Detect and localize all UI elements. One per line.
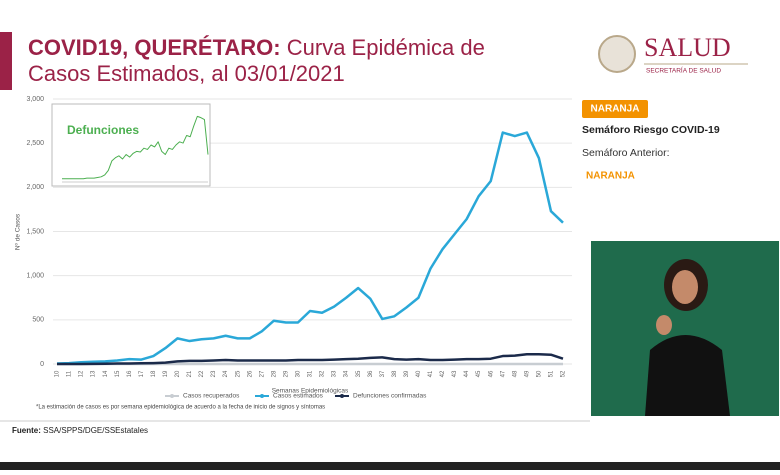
x-tick-label: 22 — [199, 370, 205, 377]
x-tick-label: 15 — [115, 370, 121, 377]
title-rest: Curva Epidémica de — [287, 35, 485, 60]
x-tick-label: 48 — [512, 370, 518, 377]
source: Fuente: SSA/SPPS/DGE/SSEstatales — [12, 426, 148, 435]
x-tick-label: 11 — [67, 370, 73, 377]
x-axis-label: Semanas Epidemiológicas — [272, 388, 349, 395]
title-line-1: COVID19, QUERÉTARO: Curva Epidémica de — [28, 35, 485, 60]
semaforo-label: Semáforo Riesgo COVID-19 — [582, 124, 720, 136]
footnote: *La estimación de casos es por semana ep… — [36, 405, 325, 411]
title-bold: COVID19, QUERÉTARO: — [28, 35, 281, 60]
y-axis-label: Nº de Casos — [15, 213, 22, 250]
inset-title: Defunciones — [67, 123, 139, 137]
x-tick-label: 26 — [247, 370, 253, 377]
x-tick-label: 13 — [91, 370, 97, 377]
source-text: SSA/SPPS/DGE/SSEstatales — [43, 426, 148, 435]
y-tick-label: 2,000 — [26, 184, 44, 191]
x-tick-label: 36 — [368, 370, 374, 377]
x-tick-label: 18 — [151, 370, 157, 377]
x-tick-label: 17 — [139, 370, 145, 377]
x-tick-label: 34 — [344, 370, 350, 377]
x-tick-label: 21 — [187, 370, 193, 377]
x-tick-label: 52 — [561, 370, 567, 377]
semaforo-previous-label: Semáforo Anterior: — [582, 147, 670, 159]
y-tick-label: 500 — [32, 317, 44, 324]
logo-subtext: SECRETARÍA DE SALUD — [646, 66, 721, 75]
source-label: Fuente: — [12, 426, 41, 435]
x-tick-label: 32 — [320, 370, 326, 377]
logo-text: SALUD — [644, 33, 731, 62]
legend-label: Casos recuperados — [183, 393, 240, 400]
video-face — [672, 270, 698, 304]
series-line — [56, 131, 564, 365]
y-tick-label: 2,500 — [26, 140, 44, 147]
x-tick-label: 45 — [476, 370, 482, 377]
x-tick-label: 33 — [332, 370, 338, 377]
y-tick-label: 1,500 — [26, 228, 44, 235]
legend-label: Casos estimados — [273, 393, 324, 400]
title-line-2: Casos Estimados, al 03/01/2021 — [28, 61, 345, 86]
x-tick-label: 44 — [464, 370, 470, 377]
x-tick-label: 23 — [211, 370, 217, 377]
inset-frame — [51, 103, 211, 187]
x-tick-label: 46 — [488, 370, 494, 377]
x-tick-label: 14 — [103, 370, 109, 377]
x-tick-label: 27 — [259, 370, 265, 377]
accent-bar — [0, 32, 12, 90]
bottom-bar — [0, 462, 780, 470]
legend-marker — [260, 394, 264, 398]
x-tick-label: 29 — [283, 370, 289, 377]
legend-label: Defunciones confirmadas — [353, 393, 427, 400]
y-tick-label: 3,000 — [26, 96, 44, 103]
x-tick-label: 30 — [296, 370, 302, 377]
video-hand — [656, 315, 672, 335]
x-tick-label: 20 — [175, 370, 181, 377]
legend-marker — [170, 394, 174, 398]
x-tick-label: 19 — [163, 370, 169, 377]
x-tick-label: 24 — [223, 370, 229, 377]
semaforo-previous-value: NARANJA — [586, 171, 635, 182]
x-tick-label: 43 — [452, 370, 458, 377]
x-tick-label: 12 — [79, 370, 85, 377]
x-tick-label: 51 — [549, 370, 555, 377]
x-tick-label: 41 — [428, 370, 434, 377]
x-tick-label: 40 — [416, 370, 422, 377]
x-tick-label: 31 — [308, 370, 314, 377]
logo-seal — [598, 35, 636, 73]
video-body — [645, 335, 730, 416]
x-tick-label: 42 — [440, 370, 446, 377]
semaforo-badge-text: NARANJA — [591, 104, 640, 115]
y-tick-label: 1,000 — [26, 273, 44, 280]
x-tick-label: 49 — [524, 370, 530, 377]
x-tick-label: 28 — [271, 370, 277, 377]
series-line — [57, 353, 564, 366]
x-tick-label: 35 — [356, 370, 362, 377]
x-tick-label: 25 — [235, 370, 241, 377]
semaforo-badge — [582, 100, 648, 118]
x-tick-label: 38 — [392, 370, 398, 377]
y-tick-label: 0 — [40, 361, 44, 368]
series-line — [62, 115, 209, 180]
legend-marker — [340, 394, 344, 398]
x-tick-label: 16 — [127, 370, 133, 377]
x-tick-label: 50 — [536, 370, 542, 377]
x-tick-label: 10 — [55, 370, 61, 377]
x-tick-label: 39 — [404, 370, 410, 377]
x-tick-label: 37 — [380, 370, 386, 377]
x-tick-label: 47 — [500, 370, 506, 377]
